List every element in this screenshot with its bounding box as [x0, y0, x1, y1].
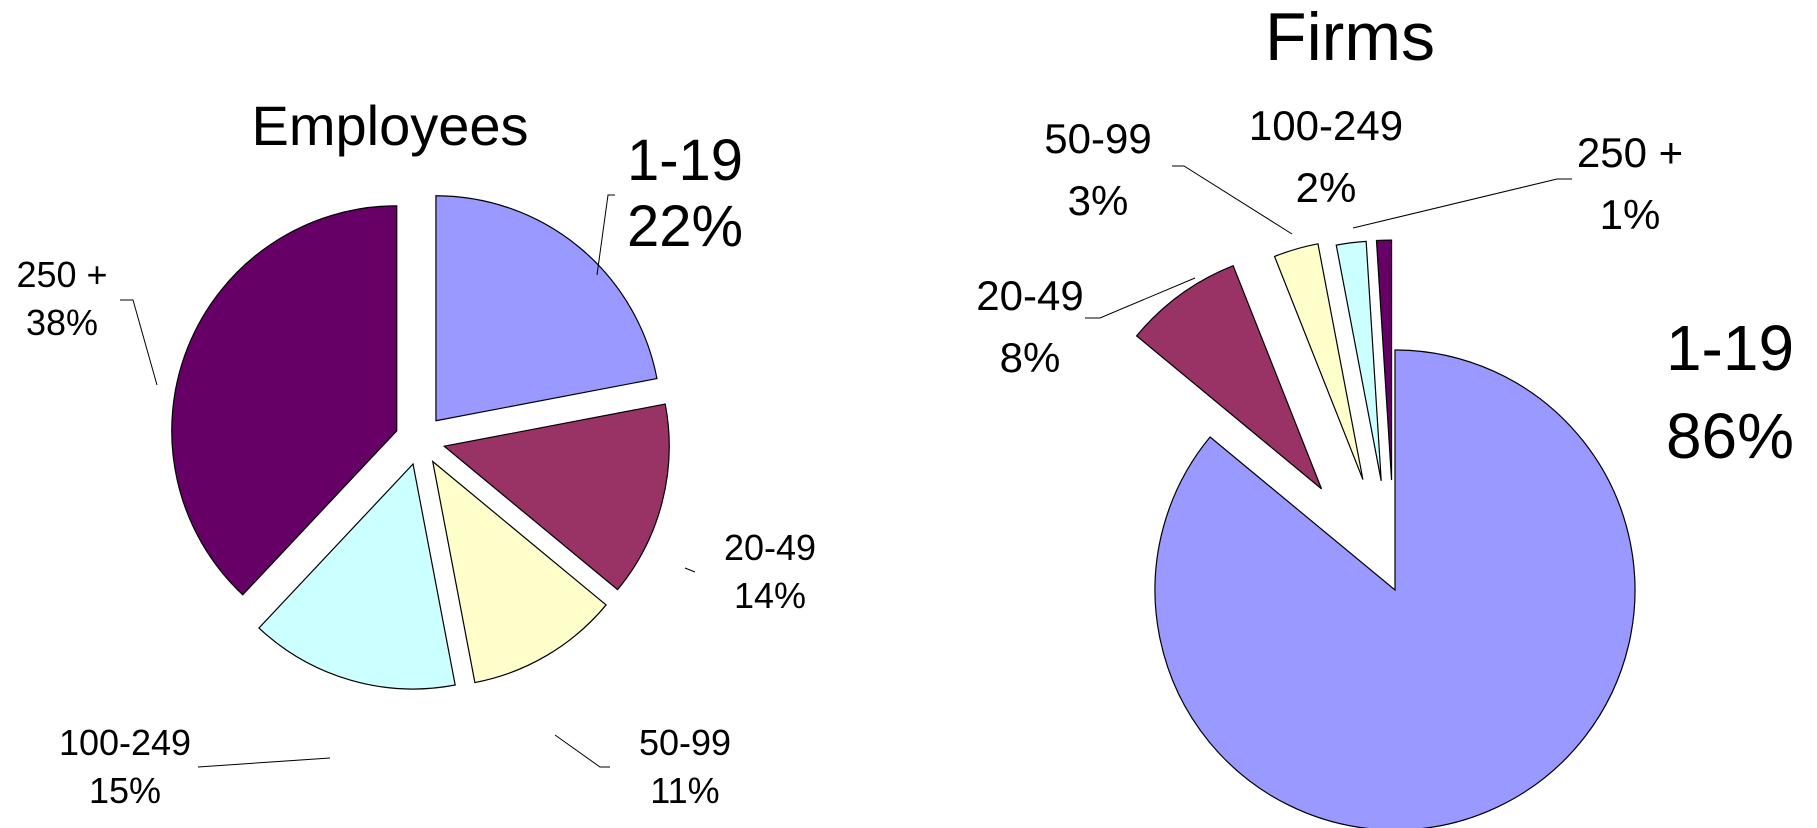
- employees-value-label-20-49: 14%: [734, 575, 806, 616]
- employees-category-label-250-plus: 250 +: [16, 254, 107, 295]
- firms-leader-line-20-49: [1085, 277, 1196, 319]
- employees-chart-title: Employees: [251, 94, 528, 157]
- employees-category-label-100-249: 100-249: [59, 722, 191, 763]
- employees-leader-line-20-49: [684, 567, 696, 573]
- employees-leader-line-250-plus: [120, 299, 158, 386]
- employees-value-label-1-19: 22%: [627, 194, 743, 259]
- employees-category-label-20-49: 20-49: [724, 527, 816, 568]
- employees-slice-100-249: [258, 462, 456, 690]
- firms-slice-250-plus: [1375, 239, 1393, 481]
- employees-slice-1-19: [435, 195, 658, 422]
- firms-value-label-250-plus: 1%: [1600, 191, 1661, 238]
- firms-value-label-100-249: 2%: [1296, 164, 1357, 211]
- employees-value-label-250-plus: 38%: [26, 302, 98, 343]
- employees-leader-line-100-249: [197, 757, 331, 768]
- employees-value-label-50-99: 11%: [650, 770, 719, 811]
- firms-value-label-20-49: 8%: [1000, 334, 1061, 381]
- firms-slice-1-19: [1154, 349, 1636, 828]
- firms-value-label-1-19: 86%: [1666, 400, 1794, 472]
- firms-leader-line-250-plus: [1352, 178, 1572, 229]
- employees-category-label-1-19: 1-19: [627, 128, 743, 193]
- employees-leader-line-50-99: [554, 734, 610, 768]
- firms-slice-20-49: [1135, 264, 1323, 490]
- employees-slice-250-plus: [171, 205, 398, 596]
- firms-category-label-100-249: 100-249: [1249, 102, 1403, 149]
- firms-leader-line-50-99: [1172, 165, 1293, 235]
- firms-pie: 1-19 86% 20-49 8% 50-99 3% 100-249 2% 250 + 1%: [976, 102, 1794, 828]
- firms-chart-title: Firms: [1265, 0, 1435, 75]
- employees-leader-line-1-19: [596, 194, 615, 276]
- employees-slice-20-49: [442, 403, 670, 591]
- firms-value-label-50-99: 3%: [1068, 177, 1129, 224]
- employees-slice-50-99: [431, 459, 607, 684]
- employees-value-label-100-249: 15%: [89, 770, 161, 811]
- firms-slice-100-249: [1335, 240, 1382, 481]
- firms-category-label-250-plus: 250 +: [1577, 129, 1683, 176]
- firms-slice-50-99: [1273, 243, 1364, 480]
- firms-category-label-50-99: 50-99: [1044, 115, 1151, 162]
- employees-category-label-50-99: 50-99: [639, 722, 731, 763]
- firms-category-label-20-49: 20-49: [976, 272, 1083, 319]
- firms-category-label-1-19: 1-19: [1666, 312, 1794, 384]
